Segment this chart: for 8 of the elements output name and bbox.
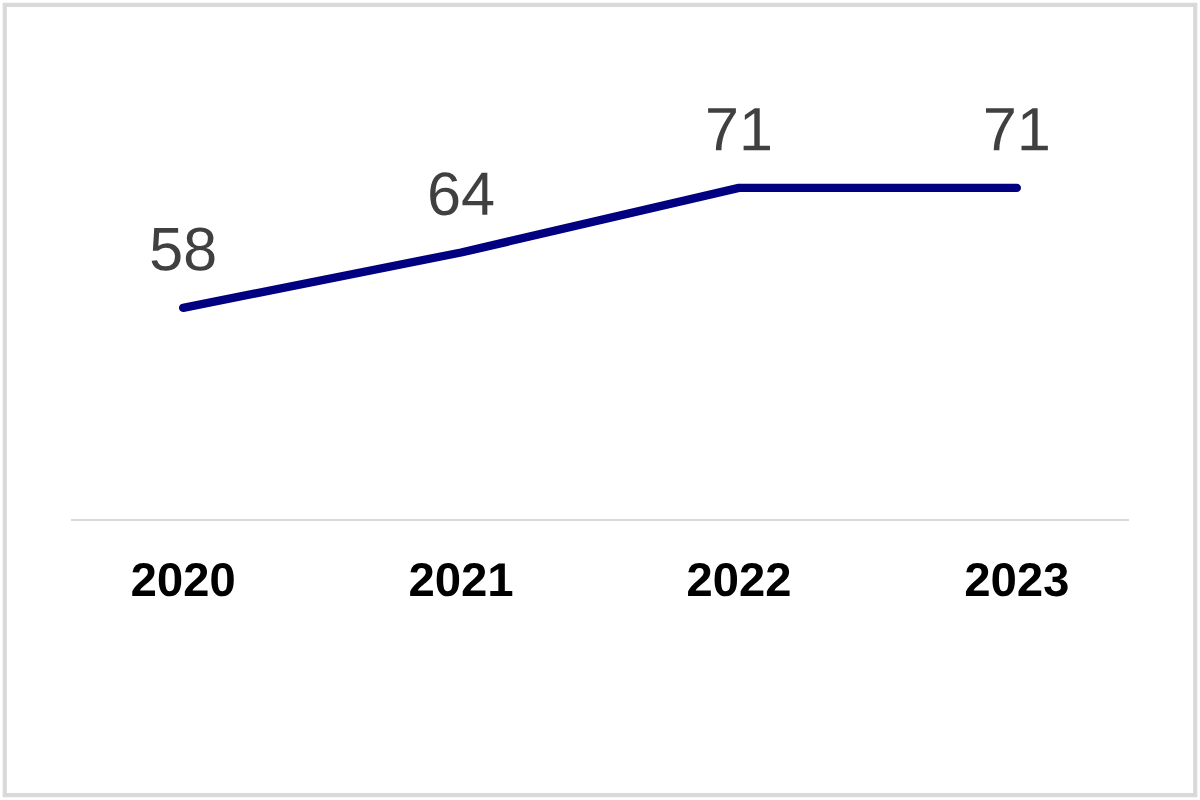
data-label: 64 bbox=[430, 172, 494, 216]
x-tick-label: 2020 bbox=[132, 562, 234, 597]
data-label: 58 bbox=[151, 227, 215, 271]
data-label: 71 bbox=[985, 108, 1048, 151]
data-label: 71 bbox=[708, 108, 770, 151]
x-tick-label: 2023 bbox=[965, 562, 1068, 597]
x-tick-label: 2022 bbox=[688, 562, 790, 597]
x-tick-label: 2021 bbox=[410, 562, 513, 597]
